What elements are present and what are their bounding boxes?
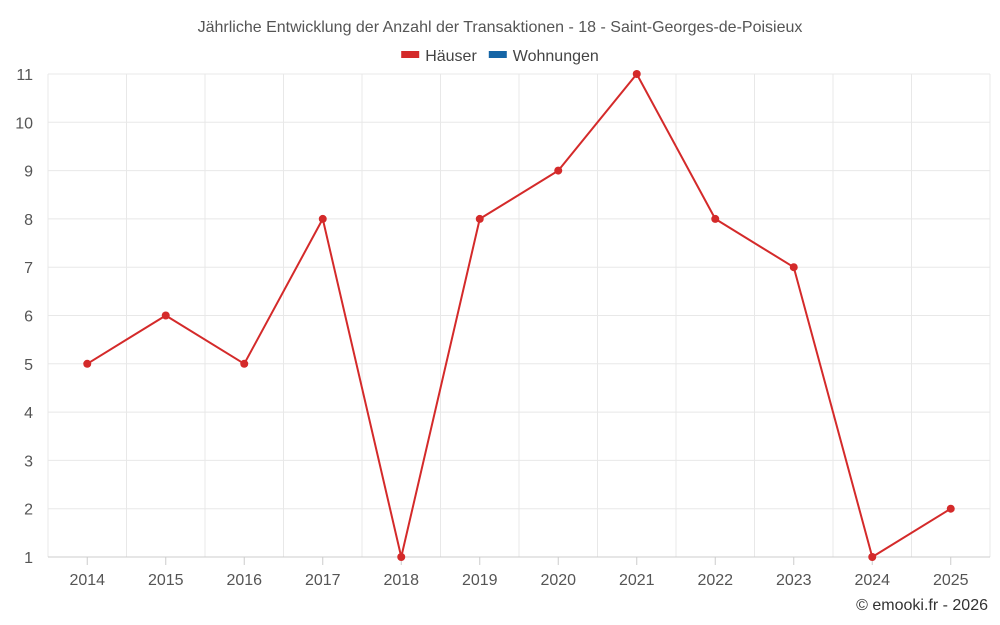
x-tick-label: 2016 <box>226 572 262 589</box>
legend-item[interactable]: Wohnungen <box>488 48 599 65</box>
legend: Häuser Wohnungen <box>401 48 599 65</box>
legend-swatch <box>401 51 420 58</box>
x-tick-label: 2015 <box>148 572 184 589</box>
legend-label: Wohnungen <box>513 48 599 65</box>
y-tick-label: 2 <box>24 502 33 519</box>
x-tick-label: 2014 <box>69 572 105 589</box>
data-point[interactable] <box>240 359 249 368</box>
y-tick-label: 7 <box>24 260 33 277</box>
x-tick-label: 2025 <box>933 572 969 589</box>
data-point[interactable] <box>632 70 641 78</box>
data-point[interactable] <box>161 311 170 320</box>
x-tick-label: 2024 <box>854 572 890 589</box>
y-tick-label: 10 <box>15 115 33 132</box>
y-axis-ticks: 1 2 3 4 5 6 7 8 9 10 11 <box>15 67 33 567</box>
data-point[interactable] <box>475 214 484 223</box>
y-tick-label: 3 <box>24 453 33 470</box>
chart-title: Jährliche Entwicklung der Anzahl der Tra… <box>198 19 803 36</box>
x-tick-label: 2023 <box>776 572 812 589</box>
x-tick-label: 2018 <box>383 572 419 589</box>
grid-lines <box>47 73 991 558</box>
x-tick-label: 2021 <box>619 572 655 589</box>
data-point[interactable] <box>946 504 955 513</box>
x-tick-label: 2022 <box>697 572 733 589</box>
x-tick-label: 2017 <box>305 572 341 589</box>
data-point[interactable] <box>83 359 92 368</box>
y-tick-label: 5 <box>24 357 33 374</box>
y-tick-label: 11 <box>16 67 33 84</box>
data-point[interactable] <box>711 214 720 223</box>
data-point[interactable] <box>554 166 563 175</box>
x-axis-ticks: 2014 2015 2016 2017 2018 2019 2020 2021 2022 2023… <box>69 557 969 589</box>
x-tick-label: 2019 <box>462 572 498 589</box>
y-tick-label: 8 <box>24 212 33 229</box>
legend-swatch <box>488 51 507 58</box>
y-tick-label: 1 <box>24 550 33 567</box>
x-tick-label: 2020 <box>540 572 576 589</box>
data-point[interactable] <box>397 553 406 561</box>
data-point[interactable] <box>789 263 798 272</box>
credit-text: © emooki.fr - 2026 <box>856 597 988 614</box>
data-point[interactable] <box>868 553 877 561</box>
series-line <box>86 73 952 558</box>
series-layer <box>83 70 955 561</box>
y-tick-label: 6 <box>24 309 33 326</box>
legend-label: Häuser <box>425 48 477 65</box>
y-tick-label: 4 <box>24 405 33 422</box>
y-tick-label: 9 <box>24 164 33 181</box>
data-point[interactable] <box>318 214 327 223</box>
legend-item[interactable]: Häuser <box>401 48 477 65</box>
